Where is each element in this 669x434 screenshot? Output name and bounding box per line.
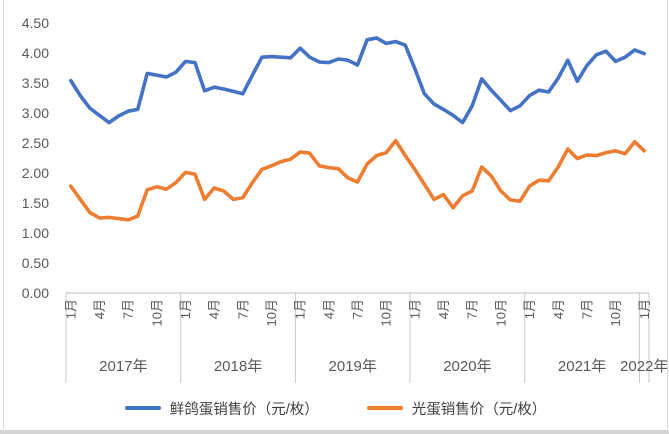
year-label: 2017年 [99, 358, 147, 375]
year-label: 2022年 [620, 358, 667, 375]
chart-legend: 鲜鸽蛋销售价（元/枚） 光蛋销售价（元/枚） [4, 394, 667, 422]
shelled-egg-price-line[interactable] [69, 138, 647, 222]
y-axis-tick-label: 0.00 [22, 285, 49, 301]
month-tick-label: 4月 [207, 299, 222, 319]
month-tick-label: 1月 [178, 299, 193, 319]
month-tick-label: 7月 [579, 299, 594, 319]
window-bottom-edge [0, 430, 669, 434]
y-axis-tick-label: 0.50 [22, 255, 49, 271]
month-tick-label: 1月 [293, 299, 308, 319]
month-tick-label: 1月 [522, 299, 537, 319]
month-tick-label: 10月 [608, 299, 623, 326]
y-axis-tick-label: 3.50 [22, 75, 49, 91]
month-tick-label: 1月 [637, 299, 652, 319]
month-tick-label: 4月 [436, 299, 451, 319]
fresh-pigeon-egg-price-line[interactable] [69, 36, 647, 125]
year-label: 2020年 [443, 358, 491, 375]
month-tick-label: 4月 [92, 299, 107, 319]
month-tick-label: 7月 [465, 299, 480, 319]
month-tick-label: 4月 [321, 299, 336, 319]
month-tick-label: 10月 [264, 299, 279, 326]
year-label: 2021年 [558, 358, 606, 375]
fresh-pigeon-egg-line-swatch [124, 405, 161, 411]
month-tick-label: 4月 [551, 299, 566, 319]
legend-label-shelled-egg: 光蛋销售价（元/枚） [411, 401, 547, 418]
legend-item-fresh-pigeon-egg[interactable]: 鲜鸽蛋销售价（元/枚） [124, 398, 319, 419]
chart-frame: 0.00 0.50 1.00 1.50 2.00 2.50 3.00 3.50 4.00 4.50… [3, 0, 668, 429]
y-axis-tick-label: 4.00 [22, 45, 49, 61]
y-axis-tick-label: 1.00 [22, 225, 49, 241]
shelled-egg-line-swatch [366, 405, 403, 411]
y-axis-tick-label: 3.00 [22, 105, 49, 121]
chart-plot-area: 0.00 0.50 1.00 1.50 2.00 2.50 3.00 3.50 4.00 4.50… [22, 15, 667, 383]
month-tick-label: 7月 [235, 299, 250, 319]
legend-item-shelled-egg[interactable]: 光蛋销售价（元/枚） [366, 398, 547, 419]
month-tick-label: 10月 [379, 299, 394, 326]
y-axis-tick-label: 1.50 [22, 195, 49, 211]
month-tick-label: 7月 [121, 299, 136, 319]
year-label: 2019年 [329, 358, 377, 375]
month-tick-label: 1月 [407, 299, 422, 319]
month-tick-label: 1月 [63, 299, 78, 319]
year-label: 2018年 [214, 358, 262, 375]
month-tick-label: 7月 [350, 299, 365, 319]
y-axis-tick-label: 4.50 [22, 15, 49, 31]
legend-label-fresh-pigeon-egg: 鲜鸽蛋销售价（元/枚） [169, 401, 319, 418]
month-tick-label: 10月 [149, 299, 164, 326]
month-tick-label: 10月 [493, 299, 508, 326]
y-axis-tick-label: 2.00 [22, 165, 49, 181]
y-axis-tick-label: 2.50 [22, 135, 49, 151]
